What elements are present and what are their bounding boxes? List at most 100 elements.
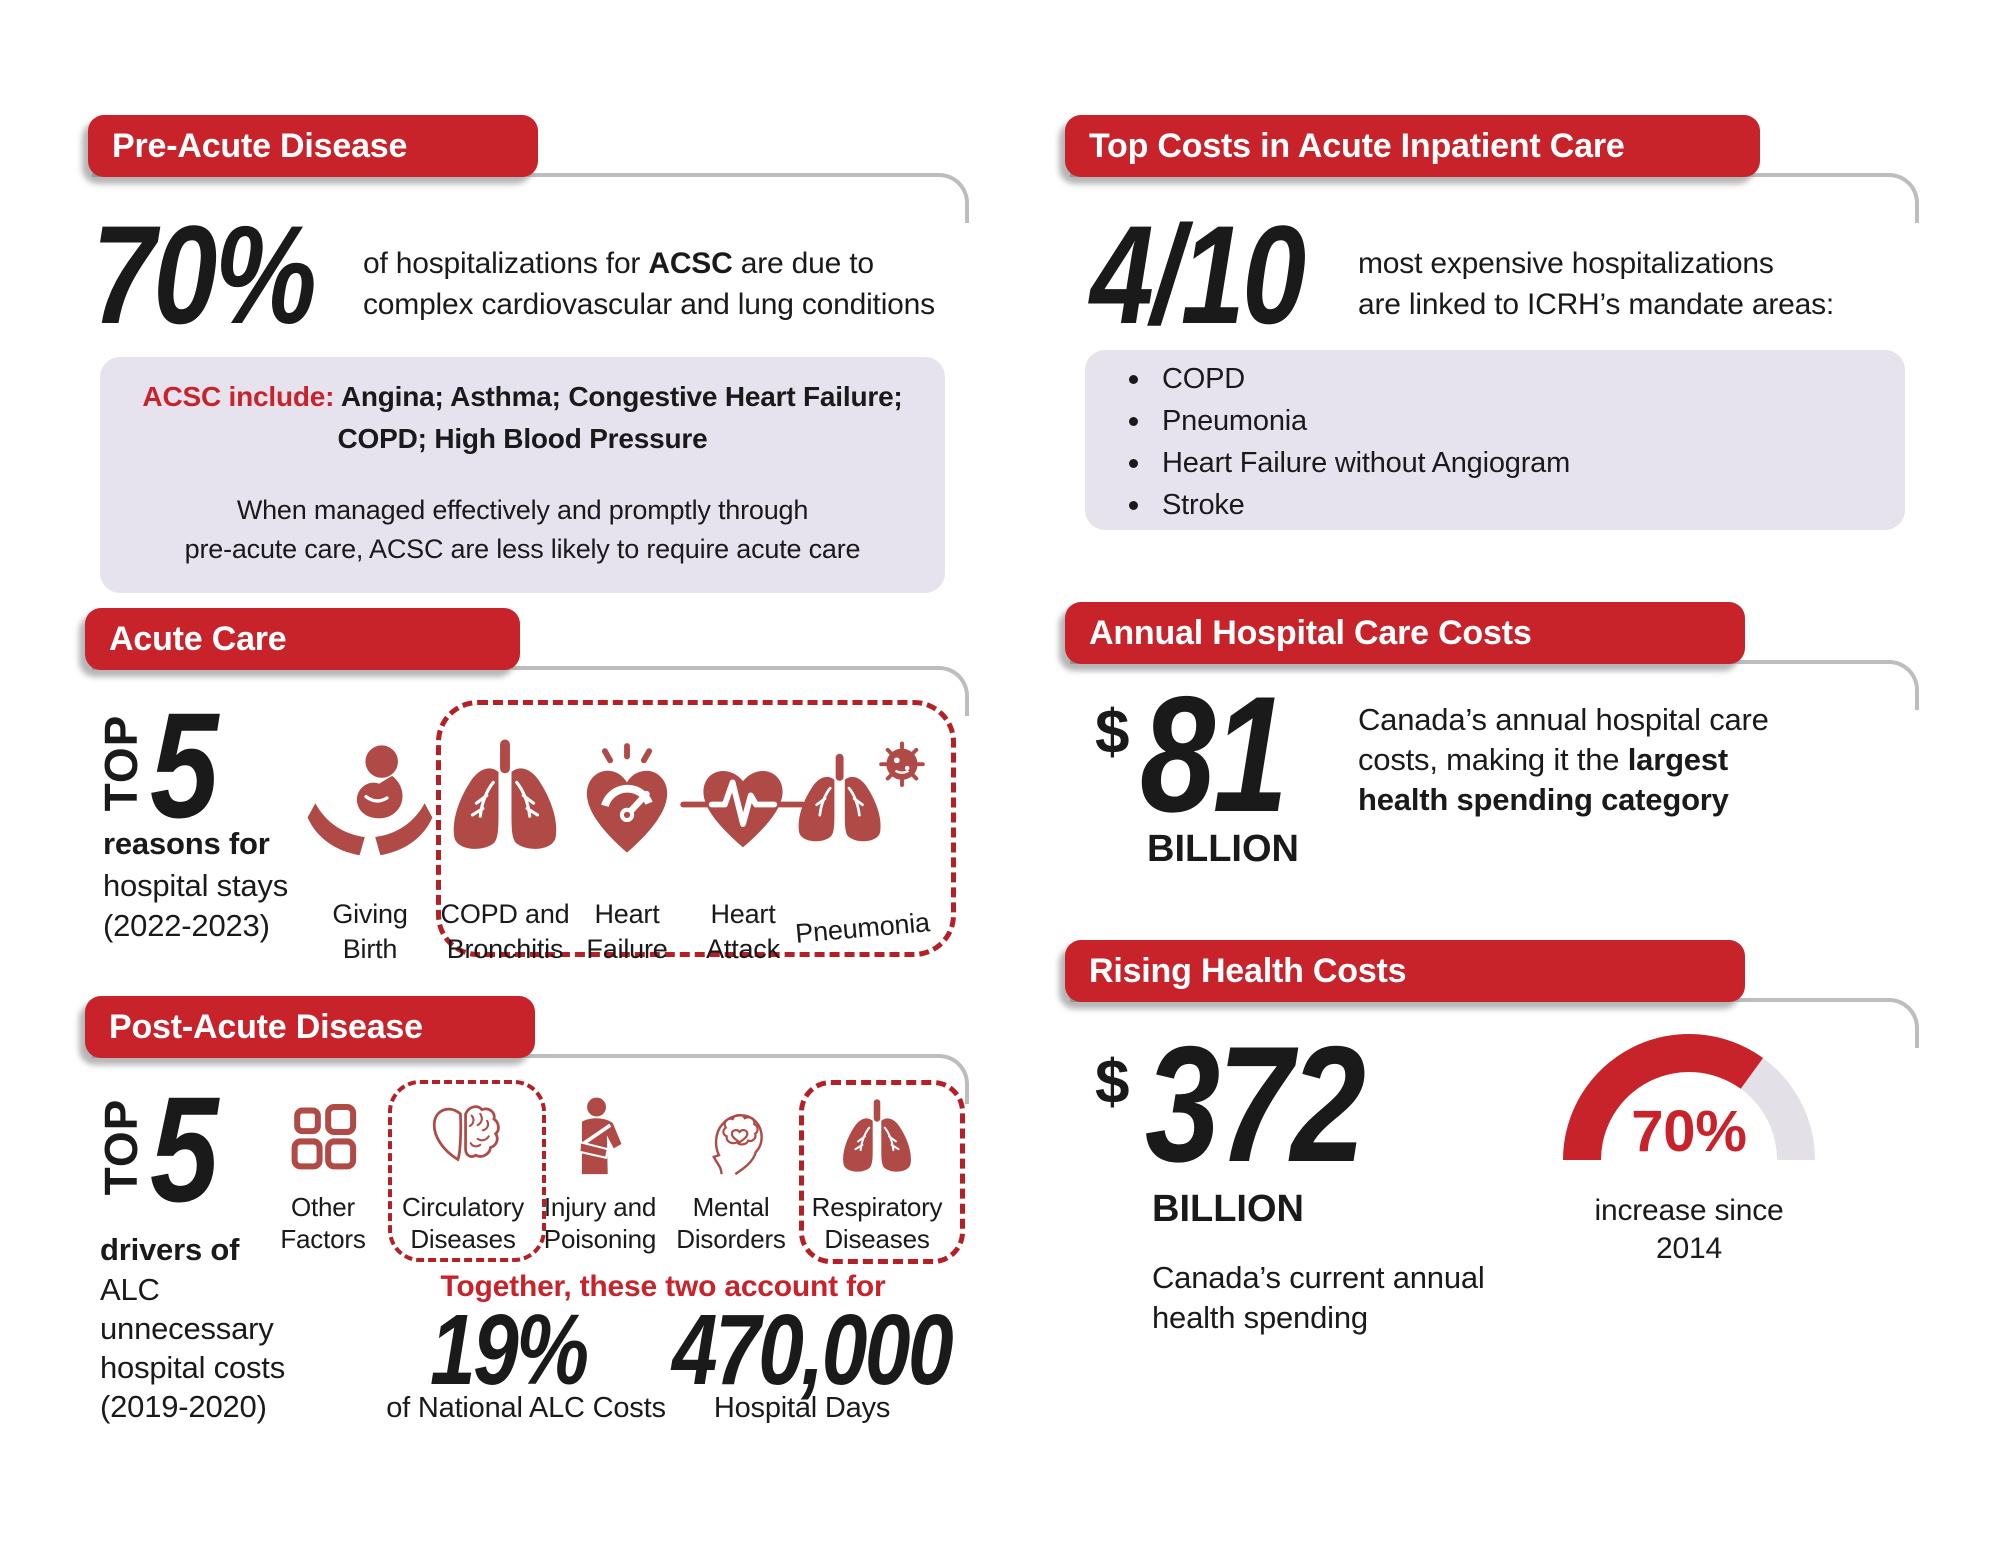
label-line1: Respiratory <box>811 1192 943 1222</box>
circulatory-dashed-box <box>388 1080 546 1262</box>
acute-top-number: 5 <box>150 681 218 849</box>
pre-acute-tab-line <box>92 173 969 223</box>
acute-item-heart-attack: Heart Attack <box>673 733 813 967</box>
annual-unit: BILLION <box>1147 828 1299 870</box>
label-line1: Other <box>290 1192 356 1222</box>
top-costs-desc-line1: most expensive hospitalizations <box>1358 247 1774 280</box>
post-acute-tab-line <box>92 1054 969 1104</box>
label-line1: Giving <box>332 899 408 929</box>
section-header-rising-costs: Rising Health Costs <box>1065 940 1745 1002</box>
rising-currency-sign: $ <box>1095 1048 1130 1117</box>
acute-item-giving-birth: Giving Birth <box>300 733 440 967</box>
acute-item-heart-failure: Heart Failure <box>557 733 697 967</box>
mandate-bullet-stroke: Stroke <box>1085 488 1245 522</box>
top-costs-description: most expensive hospitalizations are link… <box>1358 243 1834 325</box>
post-item-label: Mental Disorders <box>661 1191 801 1255</box>
acute-reasons-label: reasons for <box>103 826 270 861</box>
rising-caption-line1: Canada’s current annual <box>1152 1260 1485 1295</box>
section-header-annual-costs: Annual Hospital Care Costs <box>1065 602 1745 664</box>
label-line2: Attack <box>706 934 780 964</box>
pneumonia-lungs-virus-icon <box>798 741 925 842</box>
gauge-fill-arc <box>1563 1033 1764 1160</box>
annual-desc-line2: costs, making it the <box>1358 742 1628 777</box>
post-item-label: Other Factors <box>253 1191 393 1255</box>
label-line2: Diseases <box>824 1224 930 1254</box>
acute-item-label: Pneumonia <box>784 904 941 952</box>
acute-sub-line1: hospital stays <box>103 868 289 903</box>
rising-costs-tab-line <box>1070 998 1919 1048</box>
acsc-include-line2: COPD; High Blood Pressure <box>337 423 708 454</box>
annual-desc-line2-bold: largest <box>1627 742 1729 777</box>
pre-acute-stat: 70% <box>92 196 317 353</box>
label-line2: Disorders <box>676 1224 786 1254</box>
bullet-text: Heart Failure without Angiogram <box>1162 446 1571 479</box>
label-line2: Failure <box>586 934 668 964</box>
heart-brain-icon <box>432 1105 500 1162</box>
heart-ecg-icon <box>680 771 806 848</box>
arm-sling-icon <box>578 1097 622 1175</box>
label-line2: Birth <box>342 934 398 964</box>
label-line2: Bronchitis <box>446 934 564 964</box>
pre-acute-desc-line2: complex cardiovascular and lung conditio… <box>363 288 935 321</box>
together-account-text: Together, these two account for <box>440 1270 886 1303</box>
section-header-acute-care: Acute Care <box>85 608 520 670</box>
label-line1: Mental <box>692 1192 770 1222</box>
rising-caption-line2: health spending <box>1152 1300 1368 1335</box>
rising-caption: Canada’s current annual health spending <box>1152 1258 1485 1338</box>
acute-item-pneumonia: Pneumonia <box>785 733 940 949</box>
acute-sub-line2: (2022-2023) <box>103 908 270 943</box>
giving-birth-icon <box>307 745 433 856</box>
annual-desc-line3-bold: health spending category <box>1358 782 1729 817</box>
post-item-injury: Injury and Poisoning <box>530 1095 670 1255</box>
acute-item-label: Giving Birth <box>300 897 440 967</box>
section-header-pre-acute: Pre-Acute Disease <box>88 115 538 177</box>
bullet-text: Stroke <box>1162 488 1245 521</box>
label-line1: Circulatory <box>401 1192 525 1222</box>
alc-costs-stat-label: of National ALC Costs <box>386 1392 666 1424</box>
lungs-icon <box>453 739 557 849</box>
mandate-bullet-heart-failure: Heart Failure without Angiogram <box>1085 446 1570 480</box>
acsc-include-list1: Angina; Asthma; Congestive Heart Failure… <box>334 381 903 412</box>
label-line1: Heart <box>710 899 776 929</box>
hospital-days-stat-label: Hospital Days <box>713 1392 891 1424</box>
acsc-note-line1: When managed effectively and promptly th… <box>236 495 809 525</box>
acute-item-label: COPD and Bronchitis <box>435 897 575 967</box>
acute-conditions-dashed-box <box>436 700 956 957</box>
bullet-dot <box>1129 500 1138 510</box>
post-acute-drivers-label: drivers of <box>100 1232 240 1267</box>
label-line1: COPD and <box>440 899 570 929</box>
label-line1: Pneumonia <box>793 907 931 949</box>
gauge-percent-label: 70% <box>1631 1099 1747 1164</box>
gauge-caption-line2: 2014 <box>1656 1232 1722 1265</box>
top-costs-tab-line <box>1070 173 1919 223</box>
post-item-label: Circulatory Diseases <box>393 1191 533 1255</box>
acsc-include-line1: ACSC include: Angina; Asthma; Congestive… <box>100 381 945 413</box>
annual-costs-tab-line <box>1070 660 1919 710</box>
pre-acute-desc-text-1: of hospitalizations for <box>363 247 649 280</box>
acute-item-label: Heart Failure <box>557 897 697 967</box>
bullet-dot <box>1129 458 1138 468</box>
gauge-caption-line1: increase since <box>1594 1194 1784 1227</box>
top-costs-desc-line2: are linked to ICRH’s mandate areas: <box>1358 288 1835 321</box>
post-acute-sub-line4: (2019-2020) <box>100 1389 267 1424</box>
respiratory-dashed-box <box>799 1080 965 1264</box>
section-header-post-acute: Post-Acute Disease <box>85 996 535 1058</box>
bullet-text: COPD <box>1162 362 1245 395</box>
acsc-note-line2: pre-acute care, ACSC are less likely to … <box>184 534 861 564</box>
post-acute-sub-line2: unnecessary <box>100 1311 274 1346</box>
label-line2: Diseases <box>410 1224 516 1254</box>
post-item-respiratory: Respiratory Diseases <box>807 1095 947 1255</box>
mandate-areas-box: COPD Pneumonia Heart Failure without Ang… <box>1085 350 1905 530</box>
acute-item-label: Heart Attack <box>673 897 813 967</box>
acute-item-copd: COPD and Bronchitis <box>435 733 575 967</box>
respiratory-lungs-icon <box>843 1099 911 1172</box>
label-line2: Poisoning <box>543 1224 657 1254</box>
rising-unit: BILLION <box>1152 1188 1304 1230</box>
acsc-info-box: ACSC include: Angina; Asthma; Congestive… <box>100 357 945 593</box>
section-header-top-costs: Top Costs in Acute Inpatient Care <box>1065 115 1760 177</box>
bullet-dot <box>1129 416 1138 426</box>
hospital-days-stat: 470,000 <box>672 1294 954 1406</box>
post-acute-top-number: 5 <box>150 1065 218 1233</box>
post-item-circulatory: Circulatory Diseases <box>393 1095 533 1255</box>
post-acute-sub-line1: ALC <box>100 1272 160 1307</box>
